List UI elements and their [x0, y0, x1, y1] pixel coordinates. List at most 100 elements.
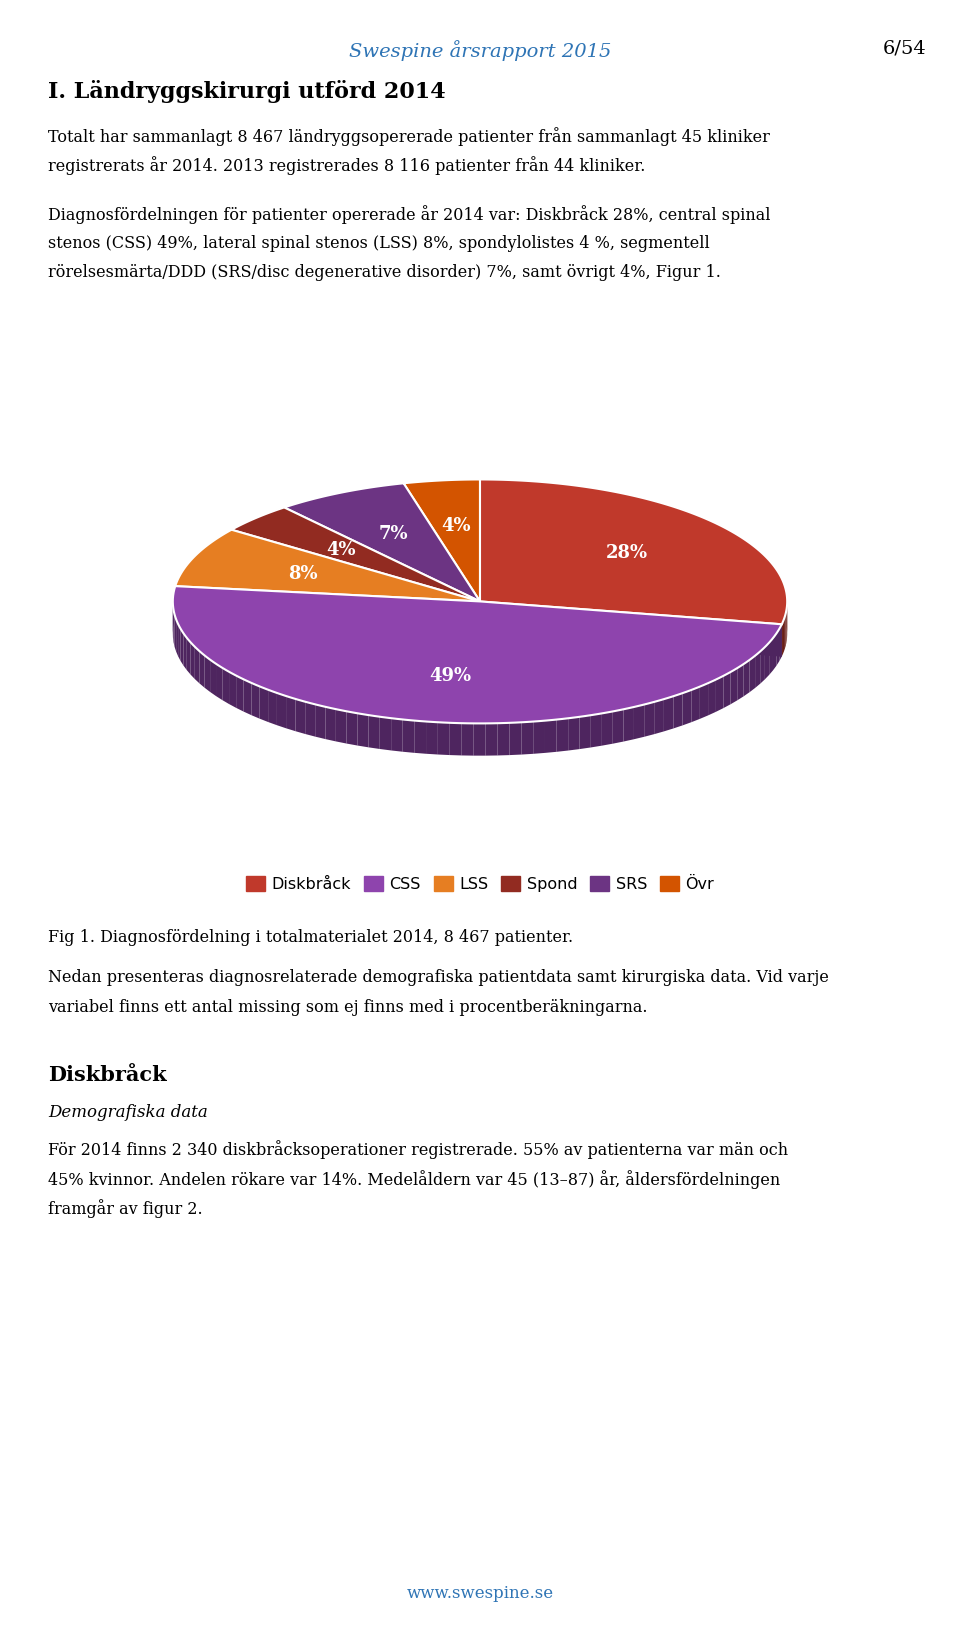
- Polygon shape: [533, 720, 545, 754]
- Text: registrerats år 2014. 2013 registrerades 8 116 patienter från 44 kliniker.: registrerats år 2014. 2013 registrerades…: [48, 156, 645, 176]
- Polygon shape: [176, 529, 480, 601]
- Polygon shape: [231, 508, 480, 601]
- Polygon shape: [325, 707, 336, 741]
- Polygon shape: [210, 660, 216, 696]
- Polygon shape: [187, 639, 191, 674]
- Text: www.swespine.se: www.swespine.se: [406, 1585, 554, 1601]
- Text: framgår av figur 2.: framgår av figur 2.: [48, 1199, 203, 1218]
- Polygon shape: [724, 673, 731, 709]
- Polygon shape: [415, 720, 426, 754]
- Polygon shape: [756, 652, 760, 687]
- Polygon shape: [223, 668, 229, 704]
- Text: 28%: 28%: [606, 544, 648, 562]
- Polygon shape: [654, 699, 664, 735]
- Polygon shape: [176, 619, 179, 656]
- Polygon shape: [623, 707, 634, 741]
- Polygon shape: [634, 704, 644, 740]
- Polygon shape: [612, 709, 623, 744]
- Polygon shape: [403, 479, 480, 601]
- Polygon shape: [765, 642, 769, 679]
- Text: 4%: 4%: [442, 518, 471, 536]
- Polygon shape: [708, 679, 716, 715]
- Text: rörelsesmärta/DDD (SRS/disc degenerative disorder) 7%, samt övrigt 4%, Figur 1.: rörelsesmärta/DDD (SRS/disc degenerative…: [48, 264, 721, 280]
- Text: Fig 1. Diagnosfördelning i totalmaterialet 2014, 8 467 patienter.: Fig 1. Diagnosfördelning i totalmaterial…: [48, 929, 573, 945]
- Polygon shape: [480, 601, 781, 656]
- Polygon shape: [259, 686, 268, 722]
- Polygon shape: [497, 723, 510, 756]
- Text: Nedan presenteras diagnosrelaterade demografiska patientdata samt kirurgiska dat: Nedan presenteras diagnosrelaterade demo…: [48, 969, 828, 986]
- Polygon shape: [357, 714, 369, 748]
- Polygon shape: [244, 679, 252, 715]
- Polygon shape: [590, 714, 602, 748]
- Polygon shape: [716, 676, 724, 712]
- Text: 8%: 8%: [288, 565, 318, 583]
- Polygon shape: [750, 656, 756, 692]
- Text: 4%: 4%: [326, 541, 356, 559]
- Polygon shape: [644, 702, 654, 736]
- Polygon shape: [780, 624, 781, 661]
- Polygon shape: [557, 718, 568, 753]
- Polygon shape: [510, 722, 521, 756]
- Polygon shape: [744, 660, 750, 696]
- Polygon shape: [315, 704, 325, 740]
- Polygon shape: [391, 718, 402, 751]
- Text: Totalt har sammanlagt 8 467 ländryggsopererade patienter från sammanlagt 45 klin: Totalt har sammanlagt 8 467 ländryggsope…: [48, 127, 770, 147]
- Polygon shape: [438, 722, 449, 756]
- Polygon shape: [673, 694, 683, 728]
- Polygon shape: [216, 663, 223, 700]
- Text: För 2014 finns 2 340 diskbråcksoperationer registrerade. 55% av patienterna var : För 2014 finns 2 340 diskbråcksoperation…: [48, 1140, 788, 1160]
- Polygon shape: [180, 629, 183, 666]
- Polygon shape: [191, 642, 195, 679]
- Polygon shape: [174, 609, 175, 647]
- Text: stenos (CSS) 49%, lateral spinal stenos (LSS) 8%, spondylolistes 4 %, segmentell: stenos (CSS) 49%, lateral spinal stenos …: [48, 235, 709, 251]
- Polygon shape: [783, 619, 784, 653]
- Text: I. Ländryggskirurgi utförd 2014: I. Ländryggskirurgi utförd 2014: [48, 80, 445, 103]
- Polygon shape: [602, 712, 612, 746]
- Polygon shape: [195, 647, 200, 684]
- Text: 6/54: 6/54: [882, 41, 926, 59]
- Polygon shape: [204, 655, 210, 692]
- Polygon shape: [760, 647, 765, 684]
- Polygon shape: [200, 652, 204, 687]
- Polygon shape: [568, 717, 580, 751]
- Polygon shape: [284, 484, 480, 601]
- Polygon shape: [521, 722, 533, 754]
- Text: variabel finns ett antal missing som ej finns med i procentberäkningarna.: variabel finns ett antal missing som ej …: [48, 999, 647, 1015]
- Polygon shape: [486, 723, 497, 756]
- Polygon shape: [305, 702, 315, 736]
- Polygon shape: [545, 720, 557, 753]
- Polygon shape: [296, 699, 305, 735]
- Polygon shape: [347, 712, 357, 746]
- Polygon shape: [449, 723, 462, 756]
- Polygon shape: [781, 622, 783, 656]
- Polygon shape: [229, 671, 236, 709]
- Polygon shape: [380, 717, 391, 751]
- Polygon shape: [700, 683, 708, 718]
- Polygon shape: [426, 722, 438, 754]
- Polygon shape: [462, 723, 473, 756]
- Polygon shape: [173, 586, 781, 723]
- Polygon shape: [480, 601, 781, 656]
- Polygon shape: [773, 634, 777, 671]
- Text: 7%: 7%: [378, 525, 408, 542]
- Polygon shape: [336, 709, 347, 743]
- Text: Demografiska data: Demografiska data: [48, 1104, 207, 1121]
- Polygon shape: [268, 689, 276, 725]
- Polygon shape: [369, 715, 380, 749]
- Text: Diagnosfördelningen för patienter opererade år 2014 var: Diskbråck 28%, central : Diagnosfördelningen för patienter operer…: [48, 205, 771, 225]
- Polygon shape: [286, 696, 296, 731]
- Polygon shape: [683, 691, 691, 725]
- Polygon shape: [580, 715, 590, 749]
- Polygon shape: [737, 665, 744, 700]
- Polygon shape: [473, 723, 486, 756]
- Polygon shape: [480, 479, 787, 624]
- Polygon shape: [731, 668, 737, 704]
- Polygon shape: [252, 683, 259, 718]
- Polygon shape: [402, 720, 415, 753]
- Polygon shape: [276, 692, 286, 728]
- Polygon shape: [777, 629, 780, 666]
- Polygon shape: [236, 676, 244, 712]
- Text: 49%: 49%: [429, 668, 471, 686]
- Polygon shape: [175, 614, 176, 652]
- Polygon shape: [183, 634, 187, 670]
